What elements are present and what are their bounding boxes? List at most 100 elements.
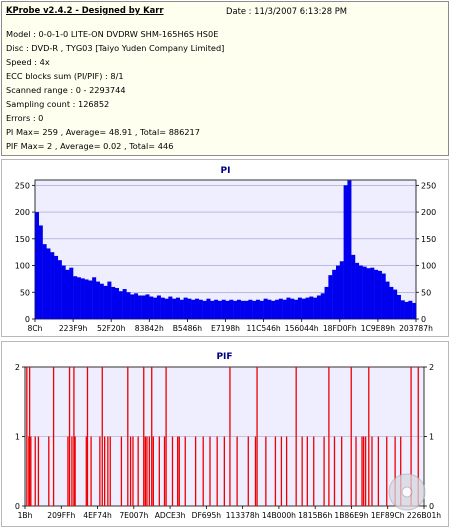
y-tick-label-right: 2 bbox=[429, 363, 434, 372]
pi-bar bbox=[130, 294, 135, 319]
pi-bar bbox=[172, 298, 177, 319]
pi-bar bbox=[115, 287, 120, 319]
pif-bar bbox=[37, 436, 40, 506]
pif-bar bbox=[132, 436, 134, 506]
pi-bar bbox=[255, 299, 260, 319]
y-tick-label-right: 200 bbox=[421, 208, 436, 217]
x-tick-label: 203787h bbox=[399, 324, 433, 333]
pif-summary-line: PIF Max= 2 , Average= 0.02 , Total= 446 bbox=[6, 141, 174, 151]
pif-bar bbox=[410, 367, 412, 506]
pi-bar bbox=[92, 277, 97, 319]
pi-bar bbox=[412, 302, 417, 319]
pi-bar bbox=[351, 254, 356, 319]
pif-bar bbox=[143, 367, 145, 506]
pi-bar bbox=[400, 300, 405, 319]
pi-bar bbox=[38, 225, 43, 319]
pif-bar bbox=[34, 436, 36, 506]
pi-bar bbox=[320, 293, 325, 319]
pif-bar bbox=[144, 436, 146, 506]
pi-bar bbox=[210, 300, 215, 319]
pif-bar bbox=[151, 367, 153, 506]
pi-bar bbox=[374, 269, 379, 319]
pif-bar bbox=[202, 436, 204, 506]
pi-bar bbox=[294, 299, 299, 319]
pif-bar bbox=[127, 367, 129, 506]
pi-bar bbox=[275, 299, 280, 319]
pi-bar bbox=[355, 262, 360, 319]
pi-bar bbox=[305, 297, 310, 319]
pif-bar bbox=[120, 436, 123, 506]
y-tick-label-left: 0 bbox=[25, 315, 30, 324]
pif-bar bbox=[178, 436, 180, 506]
pif-bar bbox=[394, 436, 396, 506]
pi-bar bbox=[156, 295, 161, 319]
pi-bar bbox=[179, 299, 184, 319]
pi-bar bbox=[259, 300, 264, 319]
y-tick-label-left: 1 bbox=[15, 433, 20, 442]
pi-bar bbox=[362, 266, 367, 319]
pi-bar bbox=[111, 286, 116, 319]
pif-bar bbox=[350, 367, 352, 506]
range-line: Scanned range : 0 - 2293744 bbox=[6, 85, 126, 95]
y-tick-label-right: 0 bbox=[429, 502, 434, 511]
pi-bar bbox=[54, 255, 59, 319]
pi-bar bbox=[404, 301, 409, 319]
disc-hole bbox=[401, 486, 413, 498]
pi-bar bbox=[229, 299, 234, 319]
pi-bar bbox=[278, 298, 283, 319]
x-tick-label: 1B86E9h bbox=[334, 511, 368, 520]
pi-bar bbox=[137, 295, 142, 319]
pif-bar bbox=[107, 436, 109, 506]
pi-bar bbox=[217, 300, 222, 319]
pi-bar bbox=[99, 283, 104, 319]
pi-bar bbox=[263, 298, 268, 319]
pif-bar bbox=[129, 436, 132, 506]
pi-bar bbox=[103, 285, 108, 319]
pi-bar bbox=[80, 278, 85, 319]
pi-chart: PI 0 0 50 50 100 100 150 150 200 200 250 250 8Ch 223F9… bbox=[15, 166, 437, 333]
pi-bar bbox=[282, 299, 287, 319]
y-tick-label-right: 250 bbox=[421, 181, 436, 190]
pi-bar bbox=[301, 298, 306, 319]
pif-bar bbox=[158, 436, 160, 506]
pi-bar bbox=[248, 299, 253, 319]
pif-bar bbox=[355, 436, 357, 506]
pi-bar bbox=[164, 298, 169, 319]
x-tick-label: 18FD0Fh bbox=[323, 324, 357, 333]
pi-bar bbox=[50, 252, 55, 319]
pi-bar bbox=[396, 294, 401, 319]
pi-bar bbox=[381, 273, 386, 319]
pi-bar bbox=[61, 265, 66, 319]
pif-bar bbox=[90, 436, 92, 506]
x-tick-label: 1Bh bbox=[18, 511, 33, 520]
pi-bar bbox=[126, 292, 131, 319]
y-tick-label-left: 200 bbox=[15, 208, 30, 217]
y-tick-label-left: 250 bbox=[15, 181, 30, 190]
pif-bar bbox=[247, 436, 249, 506]
pi-bar bbox=[339, 261, 344, 319]
pif-bar bbox=[148, 436, 150, 506]
pif-bar bbox=[362, 436, 365, 506]
pif-bar bbox=[99, 436, 101, 506]
pi-bar bbox=[35, 212, 40, 319]
pif-bar bbox=[177, 436, 179, 506]
pi-bar bbox=[408, 300, 413, 319]
pif-bar bbox=[48, 436, 50, 506]
x-tick-label: 8Ch bbox=[28, 324, 43, 333]
pi-bar bbox=[118, 291, 123, 319]
pi-bar bbox=[69, 267, 74, 319]
pi-bar bbox=[347, 180, 352, 319]
pi-bar bbox=[187, 298, 192, 319]
x-tick-label: 209FFh bbox=[47, 511, 75, 520]
pi-bar bbox=[309, 296, 314, 319]
y-tick-label-right: 150 bbox=[421, 235, 436, 244]
pi-bar bbox=[366, 268, 371, 319]
pi-bar bbox=[343, 185, 348, 319]
pi-bar bbox=[175, 297, 180, 319]
pif-bar bbox=[265, 436, 267, 506]
pif-bar bbox=[171, 436, 174, 506]
pi-bar bbox=[149, 296, 154, 319]
x-tick-label: DF695h bbox=[192, 511, 222, 520]
pif-bar bbox=[152, 436, 154, 506]
pi-bar bbox=[252, 300, 257, 319]
